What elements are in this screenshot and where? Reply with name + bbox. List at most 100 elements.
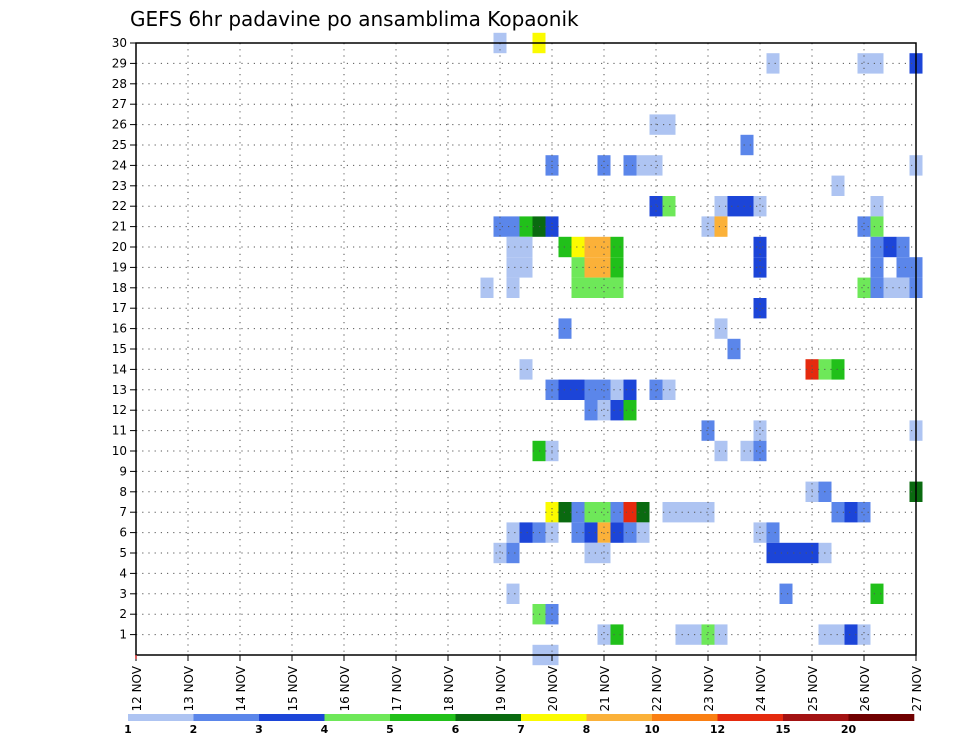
heatmap-cell bbox=[701, 420, 715, 441]
heatmap-cell bbox=[584, 522, 598, 543]
heatmap-cell bbox=[610, 400, 624, 421]
legend-label: 3 bbox=[255, 723, 263, 736]
heatmap-cell bbox=[870, 277, 884, 298]
heatmap-cell bbox=[883, 236, 897, 258]
heatmap-cell bbox=[883, 277, 897, 298]
heatmap-cell bbox=[727, 196, 741, 217]
heatmap-cell bbox=[831, 359, 845, 380]
heatmap-cell bbox=[584, 277, 598, 298]
legend-label: 7 bbox=[517, 723, 525, 736]
legend-swatch bbox=[259, 714, 325, 721]
x-tick-label: 25 NOV bbox=[806, 665, 820, 711]
color-legend: 1 2 3 4 5 6 7 8 10 12 15 20 bbox=[124, 714, 915, 736]
y-tick-label: 1 bbox=[119, 628, 127, 642]
y-tick-label: 19 bbox=[112, 260, 127, 274]
y-tick-label: 22 bbox=[112, 199, 127, 213]
legend-label: 12 bbox=[710, 723, 725, 736]
heatmap-cell bbox=[506, 236, 520, 258]
heatmap-cell bbox=[870, 236, 884, 258]
heatmap-cell bbox=[584, 502, 598, 523]
y-tick-label: 30 bbox=[112, 36, 127, 50]
y-tick-label: 7 bbox=[119, 505, 127, 519]
y-tick-label: 4 bbox=[119, 566, 127, 580]
heatmap-cell bbox=[727, 338, 741, 360]
legend-label: 2 bbox=[190, 723, 198, 736]
legend-swatch bbox=[652, 714, 718, 721]
heatmap-cell bbox=[792, 542, 806, 564]
legend-swatch bbox=[324, 714, 391, 721]
heatmap-cell bbox=[844, 502, 858, 523]
heatmap-cell bbox=[610, 257, 624, 278]
x-tick-label: 20 NOV bbox=[546, 665, 560, 711]
heatmap-cell bbox=[857, 624, 871, 645]
heatmap-cell bbox=[506, 216, 520, 237]
heatmap-cell bbox=[662, 502, 676, 523]
heatmap-cell bbox=[662, 114, 676, 135]
heatmap-cell bbox=[506, 257, 520, 278]
heatmap-cell bbox=[766, 522, 780, 543]
heatmap-cell bbox=[610, 379, 624, 400]
heatmap-cell bbox=[519, 522, 533, 543]
y-axis: 1234567891011121314151617181920212223242… bbox=[112, 36, 136, 642]
heatmap-cell bbox=[506, 542, 520, 564]
heatmap-cell bbox=[597, 502, 611, 523]
legend-label: 8 bbox=[583, 723, 591, 736]
y-tick-label: 24 bbox=[112, 158, 127, 172]
heatmap-cell bbox=[623, 522, 637, 543]
y-tick-label: 27 bbox=[112, 97, 127, 111]
x-tick-label: 27 NOV bbox=[910, 665, 924, 711]
y-tick-label: 21 bbox=[112, 220, 127, 234]
heatmap-cell bbox=[610, 624, 624, 645]
heatmap-cell bbox=[493, 216, 507, 237]
heatmap-cell bbox=[519, 257, 533, 278]
y-tick-label: 5 bbox=[119, 546, 127, 560]
y-tick-label: 26 bbox=[112, 118, 127, 132]
heatmap-cell bbox=[610, 236, 624, 258]
y-tick-label: 3 bbox=[119, 587, 127, 601]
heatmap-cell bbox=[584, 542, 598, 564]
heatmap-cell bbox=[610, 502, 624, 523]
y-tick-label: 9 bbox=[119, 464, 127, 478]
legend-label: 1 bbox=[124, 723, 132, 736]
heatmap-cell bbox=[571, 236, 585, 258]
y-tick-label: 16 bbox=[112, 322, 127, 336]
y-tick-label: 29 bbox=[112, 56, 127, 70]
heatmap-cell bbox=[766, 53, 780, 74]
heatmap-cell bbox=[597, 155, 611, 176]
y-tick-label: 15 bbox=[112, 342, 127, 356]
heatmap-cell bbox=[662, 379, 676, 400]
heatmap-cell bbox=[584, 379, 598, 400]
heatmap-cell bbox=[870, 216, 884, 237]
heatmap-cell bbox=[740, 134, 754, 156]
heatmap-cell bbox=[506, 277, 520, 298]
legend-swatch bbox=[128, 714, 194, 721]
heatmap-cell bbox=[857, 216, 871, 237]
y-tick-label: 17 bbox=[112, 301, 127, 315]
heatmap-cell bbox=[753, 440, 767, 462]
heatmap-cell bbox=[896, 236, 910, 258]
heatmap-cell bbox=[844, 624, 858, 645]
y-tick-label: 25 bbox=[112, 138, 127, 152]
legend-label: 20 bbox=[841, 723, 857, 736]
heatmap-cell bbox=[831, 624, 845, 645]
heatmap-cell bbox=[896, 277, 910, 298]
legend-label: 6 bbox=[452, 723, 460, 736]
heatmap-cell bbox=[831, 502, 845, 523]
x-tick-label: 16 NOV bbox=[338, 665, 352, 711]
heatmap-cell bbox=[701, 624, 715, 645]
heatmap-cell bbox=[519, 359, 533, 380]
heatmap-cell bbox=[584, 257, 598, 278]
y-tick-label: 2 bbox=[119, 607, 127, 621]
y-tick-label: 18 bbox=[112, 281, 127, 295]
heatmap-cell bbox=[831, 175, 845, 196]
legend-swatch bbox=[455, 714, 522, 721]
heatmap-cell bbox=[623, 502, 637, 523]
heatmap-cell bbox=[506, 583, 520, 604]
x-axis: 12 NOV 13 NOV 14 NOV 15 NOV 16 NOV 17 NOV 18 N… bbox=[130, 655, 924, 712]
heatmap-cell bbox=[597, 522, 611, 543]
heatmap-cell bbox=[623, 379, 637, 400]
heatmap-cell bbox=[701, 216, 715, 237]
x-tick-label: 18 NOV bbox=[442, 665, 456, 711]
legend-swatch bbox=[586, 714, 653, 721]
